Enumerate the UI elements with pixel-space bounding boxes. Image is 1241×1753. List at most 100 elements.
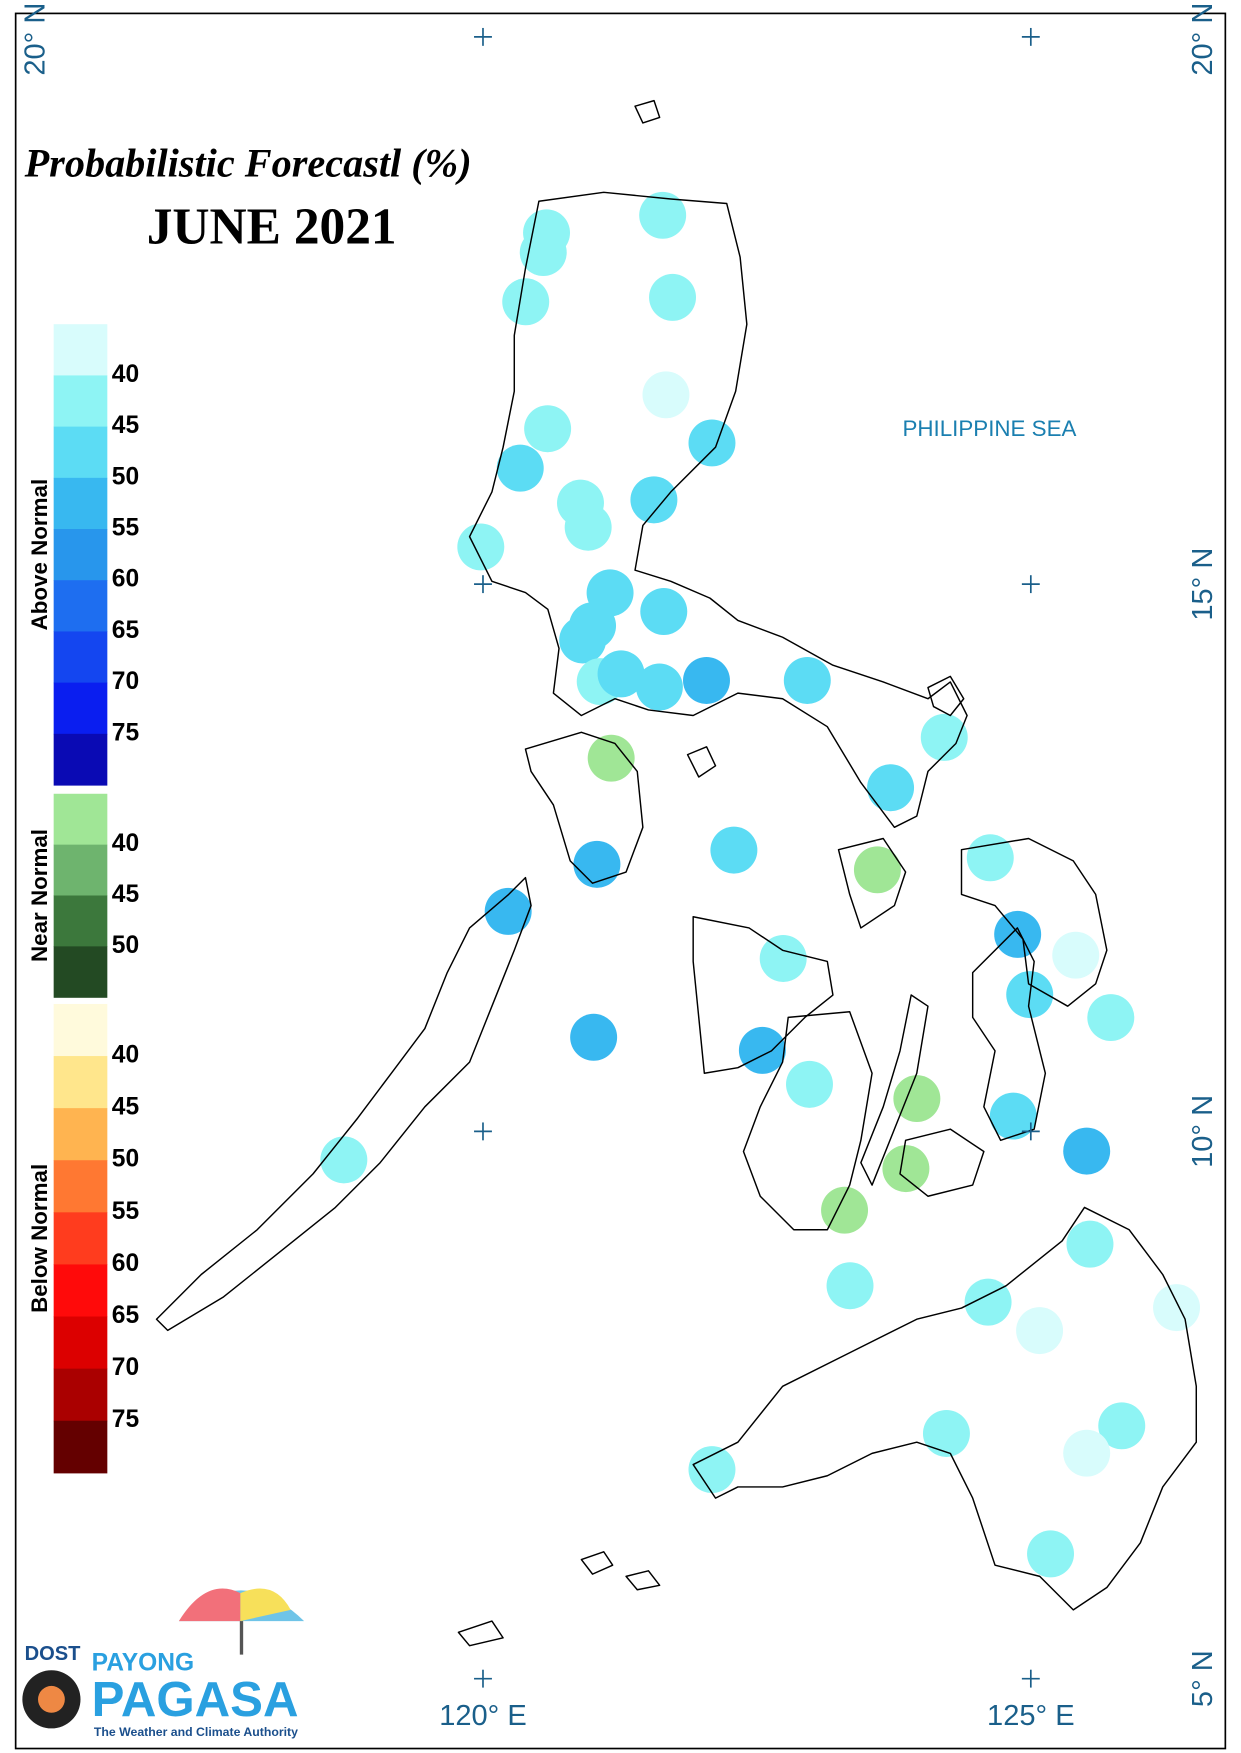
umbrella-red — [178, 1588, 241, 1622]
legend-swatch — [53, 1420, 108, 1474]
station-forecast — [1098, 1402, 1146, 1450]
station-forecast — [630, 476, 678, 524]
station-forecast — [1087, 994, 1135, 1042]
logo-agency: DOST — [25, 1643, 82, 1665]
legend-swatch — [53, 580, 108, 632]
station-forecast — [496, 444, 544, 492]
umbrella-yellow — [240, 1588, 291, 1622]
logo-brand-top: PAYONG — [92, 1649, 194, 1676]
station-forecast — [920, 713, 968, 761]
legend: 40 45 50 55 60 65 70 75 Above Normal 40 45 50 Near N… — [27, 324, 139, 1474]
legend-swatch — [53, 1264, 108, 1318]
tawi-tawi — [457, 1620, 504, 1647]
station-forecast — [639, 191, 687, 239]
legend-swatch — [53, 844, 108, 897]
logo-brand: PAGASA — [92, 1672, 299, 1727]
station-forecast — [1066, 1220, 1114, 1268]
coastline — [155, 99, 1198, 1647]
legend-tick-label: 70 — [112, 668, 139, 695]
legend-swatch — [53, 375, 108, 428]
station-forecast — [635, 663, 683, 711]
station-forecast — [524, 405, 572, 453]
legend-swatch — [53, 426, 108, 479]
station-forecast — [519, 229, 567, 276]
lat-label-right: 15° N — [1187, 548, 1219, 621]
lon-label: 120° E — [439, 1700, 527, 1732]
legend-swatch — [53, 1368, 108, 1422]
station-layer — [320, 191, 1201, 1578]
map-subtitle: JUNE 2021 — [147, 199, 397, 256]
sulu-1 — [580, 1551, 614, 1575]
station-forecast — [826, 1262, 874, 1310]
panay — [692, 916, 834, 1074]
legend-tick-label: 50 — [112, 463, 139, 490]
samar — [960, 837, 1108, 1007]
station-forecast — [502, 278, 550, 326]
legend-tick-label: 55 — [112, 515, 139, 542]
station-forecast — [882, 1145, 930, 1193]
lon-label: 125° E — [987, 1700, 1075, 1732]
station-forecast — [1052, 931, 1100, 979]
station-forecast — [853, 846, 901, 894]
station-forecast — [587, 734, 635, 782]
station-forecast — [922, 1410, 970, 1457]
station-forecast — [710, 826, 758, 874]
negros — [742, 1011, 873, 1231]
station-forecast — [559, 616, 607, 664]
station-forecast — [964, 1278, 1012, 1326]
legend-swatch — [53, 477, 108, 530]
sea-label: PHILIPPINE SEA — [902, 416, 1076, 441]
station-forecast — [821, 1186, 869, 1234]
legend-swatch — [53, 631, 108, 684]
babuyan — [634, 99, 661, 124]
station-forecast — [688, 1446, 736, 1494]
station-forecast — [867, 764, 915, 812]
legend-tick-label: 45 — [112, 1094, 139, 1121]
legend-swatch — [53, 1212, 108, 1265]
legend-tick-label: 60 — [112, 566, 139, 593]
legend-tick-label: 55 — [112, 1198, 139, 1225]
station-forecast — [759, 934, 807, 982]
station-forecast — [649, 273, 697, 321]
legend-swatch — [53, 682, 108, 735]
legend-tick-label: 50 — [112, 932, 139, 959]
station-forecast — [683, 656, 730, 704]
marinduque — [686, 746, 717, 778]
palawan — [155, 876, 532, 1332]
logo-tagline: The Weather and Climate Authority — [94, 1725, 298, 1739]
station-forecast — [893, 1075, 941, 1123]
station-forecast — [994, 910, 1042, 958]
station-forecast — [573, 840, 621, 888]
station-forecast — [1153, 1284, 1201, 1332]
legend-tick-label: 65 — [112, 1302, 139, 1329]
station-forecast — [640, 588, 688, 635]
lat-label-right: 20° N — [1187, 3, 1219, 76]
station-forecast — [786, 1060, 833, 1108]
station-forecast — [564, 503, 612, 551]
station-forecast — [320, 1136, 368, 1184]
bohol — [899, 1128, 985, 1197]
mindoro — [524, 731, 644, 884]
station-forecast — [989, 1092, 1037, 1140]
station-forecast — [1016, 1307, 1064, 1355]
sulu-2 — [625, 1570, 661, 1591]
legend-tick-label: 60 — [112, 1250, 139, 1277]
station-forecast — [597, 650, 645, 698]
legend-tick-label: 40 — [112, 1042, 139, 1069]
station-forecast — [484, 887, 532, 935]
logo: DOST PAYONG PAGASA The Weather and Clima… — [22, 1588, 305, 1739]
station-forecast — [966, 834, 1014, 882]
legend-swatch — [53, 793, 108, 846]
station-forecast — [570, 1013, 618, 1061]
legend-swatch — [53, 946, 108, 998]
legend-swatch — [53, 529, 108, 581]
lat-label-right: 5° N — [1187, 1650, 1219, 1707]
legend-tick-label: 65 — [112, 617, 139, 644]
map-title: Probabilistic Forecastl (%) — [24, 141, 472, 186]
legend-swatch — [53, 733, 108, 786]
lat-label-left: 20° N — [20, 3, 52, 76]
mindanao — [692, 1206, 1198, 1611]
legend-tick-label: 50 — [112, 1146, 139, 1173]
legend-swatch — [53, 1316, 108, 1370]
